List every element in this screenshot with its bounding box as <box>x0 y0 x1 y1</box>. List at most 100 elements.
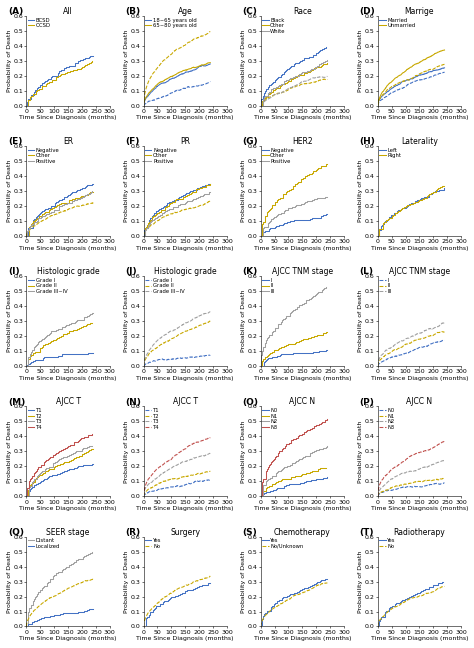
Legend: Grade I, Grade II, Grade III~IV: Grade I, Grade II, Grade III~IV <box>27 277 68 294</box>
Y-axis label: Probability of Death: Probability of Death <box>7 290 12 353</box>
Text: (F): (F) <box>125 137 139 146</box>
X-axis label: Time Since Diagnosis (months): Time Since Diagnosis (months) <box>19 506 117 511</box>
Y-axis label: Probability of Death: Probability of Death <box>124 290 129 353</box>
Y-axis label: Probability of Death: Probability of Death <box>7 420 12 483</box>
X-axis label: Time Since Diagnosis (months): Time Since Diagnosis (months) <box>254 506 351 511</box>
X-axis label: Time Since Diagnosis (months): Time Since Diagnosis (months) <box>254 636 351 641</box>
Title: PR: PR <box>180 137 190 146</box>
X-axis label: Time Since Diagnosis (months): Time Since Diagnosis (months) <box>371 376 468 381</box>
Text: (T): (T) <box>359 527 374 537</box>
Legend: Negative, Other, Positive: Negative, Other, Positive <box>145 147 177 165</box>
X-axis label: Time Since Diagnosis (months): Time Since Diagnosis (months) <box>371 636 468 641</box>
Text: (R): (R) <box>125 527 140 537</box>
Title: Radiotherapy: Radiotherapy <box>393 527 446 537</box>
X-axis label: Time Since Diagnosis (months): Time Since Diagnosis (months) <box>137 506 234 511</box>
Y-axis label: Probability of Death: Probability of Death <box>7 550 12 613</box>
Legend: BCSD, OCSD: BCSD, OCSD <box>27 17 52 29</box>
Text: (I): (I) <box>8 268 19 276</box>
Title: AJCC TNM stage: AJCC TNM stage <box>272 267 333 276</box>
Title: AJCC TNM stage: AJCC TNM stage <box>389 267 450 276</box>
Title: Marrige: Marrige <box>405 7 434 16</box>
Y-axis label: Probability of Death: Probability of Death <box>124 550 129 613</box>
Title: All: All <box>63 7 73 16</box>
Text: (Q): (Q) <box>8 527 24 537</box>
Title: Race: Race <box>293 7 312 16</box>
Text: (C): (C) <box>242 7 257 16</box>
Text: (B): (B) <box>125 7 140 16</box>
Legend: Left, Right: Left, Right <box>379 147 402 159</box>
Y-axis label: Probability of Death: Probability of Death <box>241 160 246 222</box>
Legend: N0, N1, N2, N3: N0, N1, N2, N3 <box>262 408 278 430</box>
Title: Surgery: Surgery <box>170 527 200 537</box>
Y-axis label: Probability of Death: Probability of Death <box>358 290 363 353</box>
Legend: 18~65 years old, 65~80 years old: 18~65 years old, 65~80 years old <box>145 17 197 29</box>
Text: (O): (O) <box>242 397 258 406</box>
Legend: T1, T2, T3, T4: T1, T2, T3, T4 <box>27 408 43 430</box>
Legend: I, II, III: I, II, III <box>379 277 392 294</box>
Title: AJCC T: AJCC T <box>55 397 81 406</box>
X-axis label: Time Since Diagnosis (months): Time Since Diagnosis (months) <box>254 376 351 381</box>
Legend: Yes, No: Yes, No <box>379 538 396 550</box>
Y-axis label: Probability of Death: Probability of Death <box>241 550 246 613</box>
Text: (J): (J) <box>125 268 137 276</box>
Legend: Negative, Other, Positive: Negative, Other, Positive <box>27 147 60 165</box>
Title: AJCC N: AJCC N <box>289 397 315 406</box>
X-axis label: Time Since Diagnosis (months): Time Since Diagnosis (months) <box>371 246 468 251</box>
Text: (S): (S) <box>242 527 257 537</box>
Y-axis label: Probability of Death: Probability of Death <box>358 160 363 222</box>
Y-axis label: Probability of Death: Probability of Death <box>358 550 363 613</box>
Y-axis label: Probability of Death: Probability of Death <box>241 290 246 353</box>
Legend: Grade I, Grade II, Grade III~IV: Grade I, Grade II, Grade III~IV <box>145 277 185 294</box>
X-axis label: Time Since Diagnosis (months): Time Since Diagnosis (months) <box>19 376 117 381</box>
X-axis label: Time Since Diagnosis (months): Time Since Diagnosis (months) <box>19 246 117 251</box>
Title: Age: Age <box>178 7 192 16</box>
X-axis label: Time Since Diagnosis (months): Time Since Diagnosis (months) <box>19 115 117 121</box>
X-axis label: Time Since Diagnosis (months): Time Since Diagnosis (months) <box>371 506 468 511</box>
Legend: T1, T2, T3, T4: T1, T2, T3, T4 <box>145 408 160 430</box>
Title: Laterality: Laterality <box>401 137 438 146</box>
Legend: N0, N1, N2, N3: N0, N1, N2, N3 <box>379 408 395 430</box>
Legend: Black, Other, White: Black, Other, White <box>262 17 286 34</box>
Title: Histologic grade: Histologic grade <box>37 267 100 276</box>
Y-axis label: Probability of Death: Probability of Death <box>124 160 129 222</box>
Text: (N): (N) <box>125 397 141 406</box>
Text: (P): (P) <box>359 397 374 406</box>
Legend: Negative, Other, Positive: Negative, Other, Positive <box>262 147 294 165</box>
Title: Histologic grade: Histologic grade <box>154 267 217 276</box>
Title: AJCC N: AJCC N <box>406 397 432 406</box>
Text: (K): (K) <box>242 268 257 276</box>
Y-axis label: Probability of Death: Probability of Death <box>358 30 363 92</box>
Text: (D): (D) <box>359 7 375 16</box>
X-axis label: Time Since Diagnosis (months): Time Since Diagnosis (months) <box>137 636 234 641</box>
X-axis label: Time Since Diagnosis (months): Time Since Diagnosis (months) <box>371 115 468 121</box>
X-axis label: Time Since Diagnosis (months): Time Since Diagnosis (months) <box>19 636 117 641</box>
Text: (L): (L) <box>359 268 374 276</box>
X-axis label: Time Since Diagnosis (months): Time Since Diagnosis (months) <box>254 115 351 121</box>
Y-axis label: Probability of Death: Probability of Death <box>241 420 246 483</box>
Y-axis label: Probability of Death: Probability of Death <box>124 30 129 92</box>
Y-axis label: Probability of Death: Probability of Death <box>7 30 12 92</box>
Legend: I, II, III: I, II, III <box>262 277 275 294</box>
Y-axis label: Probability of Death: Probability of Death <box>124 420 129 483</box>
X-axis label: Time Since Diagnosis (months): Time Since Diagnosis (months) <box>254 246 351 251</box>
X-axis label: Time Since Diagnosis (months): Time Since Diagnosis (months) <box>137 115 234 121</box>
Y-axis label: Probability of Death: Probability of Death <box>241 30 246 92</box>
Title: AJCC T: AJCC T <box>173 397 198 406</box>
Title: SEER stage: SEER stage <box>46 527 90 537</box>
Text: (M): (M) <box>8 397 25 406</box>
Text: (H): (H) <box>359 137 375 146</box>
Legend: Yes, No/Unknown: Yes, No/Unknown <box>262 538 304 550</box>
Title: HER2: HER2 <box>292 137 313 146</box>
Title: ER: ER <box>63 137 73 146</box>
Y-axis label: Probability of Death: Probability of Death <box>358 420 363 483</box>
Legend: Distant, Localized: Distant, Localized <box>27 538 61 550</box>
Text: (G): (G) <box>242 137 258 146</box>
Legend: Married, Unmarried: Married, Unmarried <box>379 17 416 29</box>
Legend: Yes, No: Yes, No <box>145 538 162 550</box>
Text: (A): (A) <box>8 7 23 16</box>
Y-axis label: Probability of Death: Probability of Death <box>7 160 12 222</box>
Title: Chemotherapy: Chemotherapy <box>274 527 331 537</box>
X-axis label: Time Since Diagnosis (months): Time Since Diagnosis (months) <box>137 376 234 381</box>
Text: (E): (E) <box>8 137 22 146</box>
X-axis label: Time Since Diagnosis (months): Time Since Diagnosis (months) <box>137 246 234 251</box>
